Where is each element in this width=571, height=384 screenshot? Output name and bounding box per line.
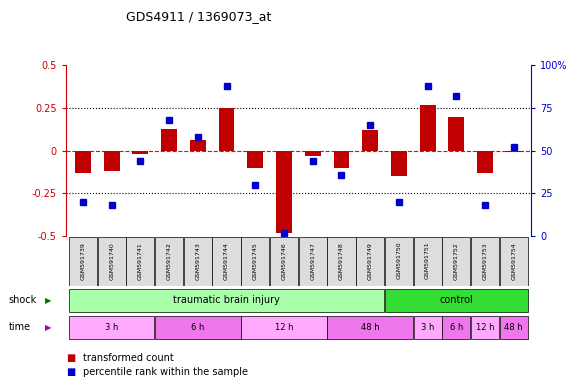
Bar (132, 151, 148, 154)
Bar (385, 237, 413, 286)
Text: percentile rank within the sample: percentile rank within the sample (83, 367, 248, 377)
Bar (413, 237, 442, 286)
Text: GSM591754: GSM591754 (511, 242, 516, 280)
Text: GSM591747: GSM591747 (310, 242, 315, 280)
Text: GSM591739: GSM591739 (81, 242, 86, 280)
Text: 12 h: 12 h (275, 323, 293, 332)
Bar (161, 129, 177, 151)
Text: 3 h: 3 h (421, 323, 435, 332)
Text: 6 h: 6 h (449, 323, 463, 332)
Bar (356, 237, 384, 286)
Bar (327, 316, 413, 339)
Bar (219, 108, 235, 151)
Text: ■: ■ (66, 367, 75, 377)
Bar (155, 316, 240, 339)
Text: 48 h: 48 h (505, 323, 523, 332)
Bar (471, 316, 499, 339)
Text: GSM591741: GSM591741 (138, 242, 143, 280)
Text: GSM591751: GSM591751 (425, 242, 430, 280)
Bar (413, 316, 442, 339)
Text: time: time (9, 322, 31, 332)
Text: ■: ■ (66, 353, 75, 363)
Text: ▶: ▶ (45, 323, 51, 332)
Bar (362, 130, 378, 151)
Text: GSM591745: GSM591745 (253, 242, 258, 280)
Bar (506, 151, 522, 152)
Bar (69, 237, 97, 286)
Text: ▶: ▶ (45, 296, 51, 305)
Bar (126, 237, 154, 286)
Text: GSM591750: GSM591750 (396, 242, 401, 280)
Text: GSM591748: GSM591748 (339, 242, 344, 280)
Text: transformed count: transformed count (83, 353, 174, 363)
Text: GSM591752: GSM591752 (454, 242, 459, 280)
Text: control: control (440, 295, 473, 306)
Text: 12 h: 12 h (476, 323, 494, 332)
Text: GSM591749: GSM591749 (368, 242, 373, 280)
Text: 48 h: 48 h (361, 323, 380, 332)
Bar (212, 237, 240, 286)
Bar (333, 151, 349, 168)
Text: GSM591746: GSM591746 (282, 242, 287, 280)
Bar (75, 151, 91, 173)
Bar (190, 141, 206, 151)
Bar (98, 237, 126, 286)
Bar (299, 237, 327, 286)
Text: 3 h: 3 h (105, 323, 118, 332)
Text: GSM591740: GSM591740 (109, 242, 114, 280)
Text: GSM591753: GSM591753 (482, 242, 488, 280)
Bar (241, 316, 327, 339)
Bar (500, 237, 528, 286)
Text: GSM591744: GSM591744 (224, 242, 229, 280)
Bar (184, 237, 212, 286)
Bar (471, 237, 499, 286)
Text: traumatic brain injury: traumatic brain injury (173, 295, 280, 306)
Text: GSM591742: GSM591742 (167, 242, 171, 280)
Bar (443, 237, 471, 286)
Bar (305, 151, 320, 156)
Bar (420, 104, 436, 151)
Bar (155, 237, 183, 286)
Bar (241, 237, 270, 286)
Bar (69, 289, 384, 312)
Bar (500, 316, 528, 339)
Text: GSM591743: GSM591743 (195, 242, 200, 280)
Bar (247, 151, 263, 168)
Text: GDS4911 / 1369073_at: GDS4911 / 1369073_at (126, 10, 271, 23)
Bar (448, 117, 464, 151)
Bar (443, 316, 471, 339)
Bar (276, 151, 292, 233)
Bar (385, 289, 528, 312)
Bar (104, 151, 119, 171)
Text: 6 h: 6 h (191, 323, 204, 332)
Text: shock: shock (9, 295, 37, 305)
Bar (477, 151, 493, 173)
Bar (69, 316, 154, 339)
Bar (270, 237, 298, 286)
Bar (391, 151, 407, 176)
Bar (327, 237, 356, 286)
